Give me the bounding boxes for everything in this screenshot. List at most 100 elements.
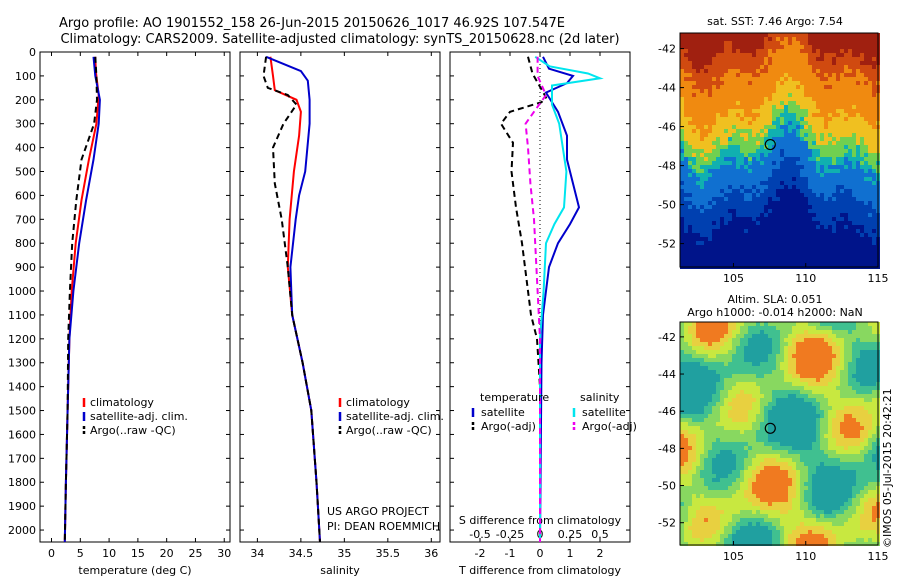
- map-cell: [852, 45, 856, 49]
- map-cell: [872, 81, 876, 85]
- map-cell: [720, 113, 724, 117]
- map-cell: [732, 398, 736, 402]
- map-cell: [772, 342, 776, 346]
- map-cell: [680, 406, 684, 410]
- map-cell: [708, 354, 712, 358]
- map-cell: [796, 334, 800, 338]
- map-cell: [728, 257, 732, 261]
- map-cell: [760, 402, 764, 406]
- map-cell: [712, 382, 716, 386]
- map-cell: [860, 205, 864, 209]
- map-cell: [688, 378, 692, 382]
- map-cell: [852, 434, 856, 438]
- map-cell: [780, 41, 784, 45]
- map-cell: [868, 322, 872, 326]
- map-cell: [840, 153, 844, 157]
- map-cell: [720, 149, 724, 153]
- map-cell: [764, 237, 768, 241]
- map-cell: [740, 161, 744, 165]
- map-cell: [820, 241, 824, 245]
- map-cell: [716, 89, 720, 93]
- map-cell: [684, 113, 688, 117]
- map-cell: [800, 257, 804, 261]
- map-cell: [736, 53, 740, 57]
- map-cell: [832, 261, 836, 265]
- map-cell: [792, 37, 796, 41]
- map-cell: [720, 390, 724, 394]
- map-cell: [760, 418, 764, 422]
- map-cell: [724, 434, 728, 438]
- map-cell: [796, 189, 800, 193]
- map-cell: [684, 69, 688, 73]
- series-line-s-argo-adj-: [524, 56, 548, 542]
- map-cell: [872, 406, 876, 410]
- map-cell: [752, 398, 756, 402]
- map-cell: [692, 37, 696, 41]
- map-cell: [856, 133, 860, 137]
- map-cell: [824, 169, 828, 173]
- map-cell: [824, 133, 828, 137]
- map-cell: [784, 350, 788, 354]
- map-cell: [704, 326, 708, 330]
- map-cell: [680, 426, 684, 430]
- map-cell: [696, 446, 700, 450]
- map-cell: [748, 145, 752, 149]
- map-cell: [872, 346, 876, 350]
- map-cell: [704, 362, 708, 366]
- map-cell: [752, 117, 756, 121]
- map-cell: [820, 414, 824, 418]
- map-cell: [836, 422, 840, 426]
- map-cell: [732, 354, 736, 358]
- map-cell: [808, 257, 812, 261]
- map-cell: [796, 173, 800, 177]
- legend-label: climatology: [90, 396, 154, 409]
- map-cell: [712, 358, 716, 362]
- map-cell: [704, 85, 708, 89]
- map-cell: [748, 181, 752, 185]
- map-cell: [696, 330, 700, 334]
- map-cell: [692, 141, 696, 145]
- map-cell: [764, 189, 768, 193]
- map-cell: [836, 458, 840, 462]
- map-cell: [812, 209, 816, 213]
- map-cell: [860, 129, 864, 133]
- map-cell: [700, 101, 704, 105]
- map-cell: [736, 169, 740, 173]
- map-cell: [744, 386, 748, 390]
- map-cell: [860, 229, 864, 233]
- map-cell: [708, 129, 712, 133]
- map-cell: [812, 133, 816, 137]
- map-cell: [680, 237, 684, 241]
- map-cell: [864, 257, 868, 261]
- map-cell: [820, 53, 824, 57]
- map-cell: [768, 406, 772, 410]
- map-cell: [752, 165, 756, 169]
- map-cell: [740, 213, 744, 217]
- map-cell: [732, 57, 736, 61]
- map-cell: [872, 422, 876, 426]
- map-cell: [796, 382, 800, 386]
- map-cell: [760, 53, 764, 57]
- map-cell: [784, 366, 788, 370]
- map-cell: [744, 113, 748, 117]
- map-cell: [716, 161, 720, 165]
- map-cell: [744, 109, 748, 113]
- map-cell: [700, 434, 704, 438]
- map-cell: [700, 386, 704, 390]
- y-tick-label: 800: [15, 237, 36, 250]
- map-cell: [732, 334, 736, 338]
- map-cell: [800, 45, 804, 49]
- map-cell: [852, 458, 856, 462]
- map-cell: [844, 49, 848, 53]
- map-cell: [764, 245, 768, 249]
- map-cell: [772, 446, 776, 450]
- map-cell: [704, 366, 708, 370]
- map-cell: [728, 454, 732, 458]
- map-cell: [808, 326, 812, 330]
- map-cell: [712, 101, 716, 105]
- map-cell: [744, 257, 748, 261]
- map-cell: [816, 185, 820, 189]
- map-cell: [872, 434, 876, 438]
- map-cell: [872, 382, 876, 386]
- map-cell: [844, 350, 848, 354]
